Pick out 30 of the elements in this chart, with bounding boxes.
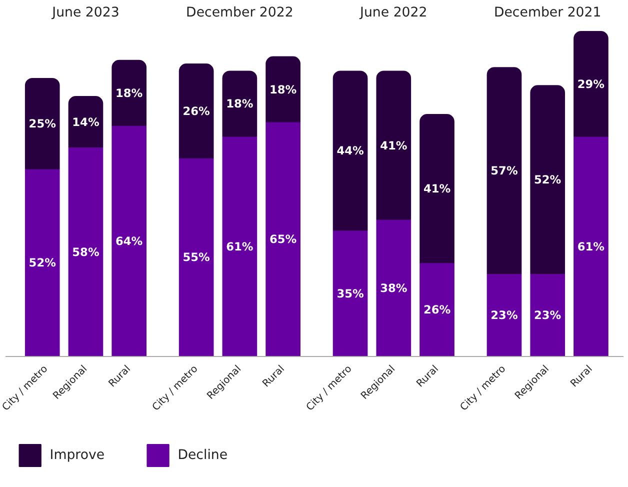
data-label: 65% (270, 232, 297, 246)
data-label: 58% (72, 244, 100, 259)
data-label: 35% (336, 286, 364, 300)
data-label: 26% (182, 104, 210, 118)
data-label: 18% (226, 96, 254, 111)
legend-label: Improve (50, 448, 105, 463)
data-label: 61% (226, 239, 254, 254)
data-label: 57% (490, 164, 518, 178)
data-label: 23% (534, 308, 562, 322)
data-label: 52% (534, 172, 562, 187)
text: June 2022 (359, 6, 428, 20)
data-label: 61% (577, 239, 605, 254)
data-label: 14% (72, 114, 100, 129)
text: June 2023 (51, 6, 120, 20)
data-label: 52% (28, 256, 56, 270)
data-label: 38% (380, 280, 408, 295)
data-label: 23% (490, 308, 518, 322)
data-label: 64% (116, 234, 143, 248)
text: December 2021 (494, 6, 602, 20)
data-label: 25% (28, 116, 56, 131)
legend-label: Decline (178, 448, 228, 463)
data-label: 41% (423, 182, 451, 196)
data-label: 41% (380, 138, 408, 152)
data-label: 44% (336, 144, 364, 158)
data-label: 29% (577, 76, 605, 91)
data-label: 18% (116, 86, 143, 100)
data-label: 26% (423, 302, 451, 317)
text: December 2022 (186, 6, 294, 20)
data-label: 18% (270, 82, 297, 96)
data-label: 55% (182, 250, 210, 264)
